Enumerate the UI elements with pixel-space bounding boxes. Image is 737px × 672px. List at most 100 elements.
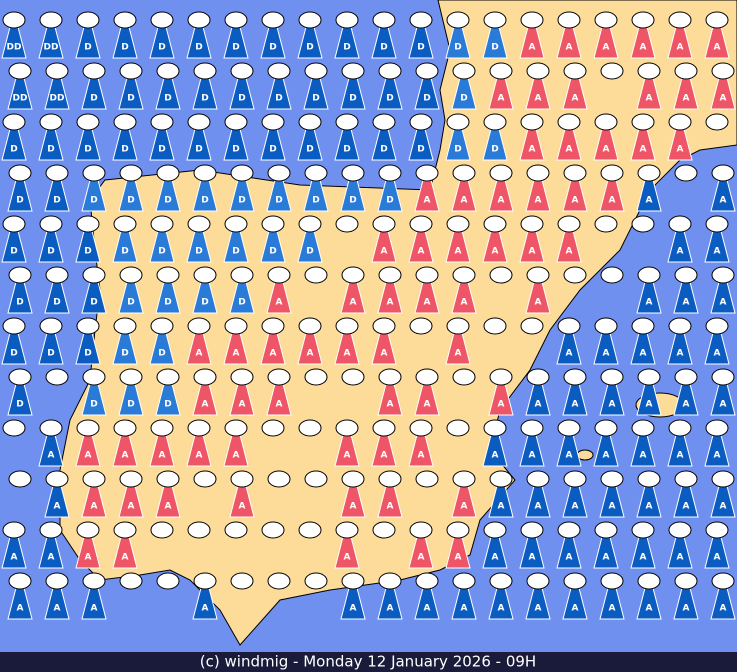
- cloud-cap: [298, 317, 322, 335]
- wind-label: A: [270, 349, 277, 359]
- cloud-cap: [594, 11, 618, 29]
- wind-marker: [600, 266, 624, 284]
- cloud-cap: [261, 419, 285, 437]
- wind-marker: A: [266, 266, 292, 314]
- cloud-cap: [119, 164, 143, 182]
- cloud-cap: [557, 419, 581, 437]
- wind-marker: [304, 266, 328, 284]
- cloud-cap: [304, 266, 328, 284]
- cloud-cap: [230, 572, 254, 590]
- wind-label: D: [195, 145, 202, 155]
- wind-marker: A: [636, 62, 662, 110]
- wind-marker: A: [186, 317, 212, 365]
- wind-marker: A: [593, 11, 619, 59]
- cloud-cap: [489, 572, 513, 590]
- wind-marker: [304, 572, 328, 590]
- wind-label: A: [122, 553, 129, 563]
- cloud-cap: [298, 521, 322, 539]
- wind-label: A: [196, 451, 203, 461]
- cloud-cap: [415, 470, 439, 488]
- cloud-cap: [674, 572, 698, 590]
- wind-label: A: [720, 502, 727, 512]
- cloud-cap: [452, 62, 476, 80]
- wind-label: A: [677, 553, 684, 563]
- cloud-cap: [705, 317, 729, 335]
- wind-marker: D: [38, 215, 64, 263]
- wind-label: D: [238, 298, 245, 308]
- cloud-cap: [557, 11, 581, 29]
- wind-marker: A: [488, 572, 514, 620]
- wind-marker: D: [38, 317, 64, 365]
- cloud-cap: [526, 266, 550, 284]
- cloud-cap: [378, 62, 402, 80]
- wind-marker: A: [630, 11, 656, 59]
- wind-label: D: [16, 298, 23, 308]
- cloud-cap: [711, 266, 735, 284]
- wind-marker: D: [81, 368, 107, 416]
- wind-marker: [594, 215, 618, 233]
- wind-marker: A: [525, 266, 551, 314]
- wind-marker: A: [1, 521, 27, 569]
- cloud-cap: [187, 113, 211, 131]
- wind-marker: A: [408, 419, 434, 467]
- wind-label: A: [603, 349, 610, 359]
- wind-label: D: [232, 43, 239, 53]
- wind-marker: [483, 317, 507, 335]
- cloud-cap: [230, 266, 254, 284]
- wind-marker: A: [562, 164, 588, 212]
- cloud-cap: [8, 368, 32, 386]
- wind-marker: A: [525, 470, 551, 518]
- wind-label: A: [387, 604, 394, 614]
- wind-label: D: [164, 400, 171, 410]
- wind-marker: D: [260, 11, 286, 59]
- wind-marker: [415, 470, 439, 488]
- wind-label: A: [239, 400, 246, 410]
- wind-marker: DD: [1, 11, 27, 59]
- wind-marker: A: [593, 113, 619, 161]
- wind-marker: D: [75, 113, 101, 161]
- cloud-cap: [2, 419, 26, 437]
- wind-marker: [452, 368, 476, 386]
- cloud-cap: [557, 113, 581, 131]
- cloud-cap: [705, 11, 729, 29]
- cloud-cap: [224, 113, 248, 131]
- cloud-cap: [45, 164, 69, 182]
- wind-label: A: [159, 451, 166, 461]
- cloud-cap: [452, 368, 476, 386]
- wind-label: D: [158, 349, 165, 359]
- wind-label: A: [535, 604, 542, 614]
- cloud-cap: [187, 11, 211, 29]
- wind-marker: D: [155, 164, 181, 212]
- wind-marker: A: [488, 368, 514, 416]
- wind-marker: D: [192, 164, 218, 212]
- wind-label: D: [16, 400, 23, 410]
- wind-label: A: [350, 502, 357, 512]
- wind-marker: A: [229, 470, 255, 518]
- wind-marker: A: [445, 215, 471, 263]
- wind-marker: A: [334, 317, 360, 365]
- cloud-cap: [489, 470, 513, 488]
- wind-label: A: [498, 400, 505, 410]
- wind-label: D: [84, 145, 91, 155]
- wind-label: A: [609, 604, 616, 614]
- wind-label: A: [239, 502, 246, 512]
- wind-marker: A: [340, 470, 366, 518]
- cloud-cap: [600, 470, 624, 488]
- wind-marker: A: [710, 572, 736, 620]
- cloud-cap: [335, 113, 359, 131]
- wind-marker: D: [44, 266, 70, 314]
- cloud-cap: [304, 572, 328, 590]
- cloud-cap: [304, 368, 328, 386]
- wind-marker: D: [340, 62, 366, 110]
- wind-marker: A: [7, 572, 33, 620]
- wind-marker: A: [562, 470, 588, 518]
- cloud-cap: [489, 164, 513, 182]
- wind-label: A: [720, 298, 727, 308]
- cloud-cap: [341, 164, 365, 182]
- cloud-cap: [594, 113, 618, 131]
- wind-marker: A: [445, 317, 471, 365]
- cloud-cap: [82, 470, 106, 488]
- wind-marker: A: [334, 521, 360, 569]
- cloud-cap: [452, 470, 476, 488]
- cloud-cap: [409, 215, 433, 233]
